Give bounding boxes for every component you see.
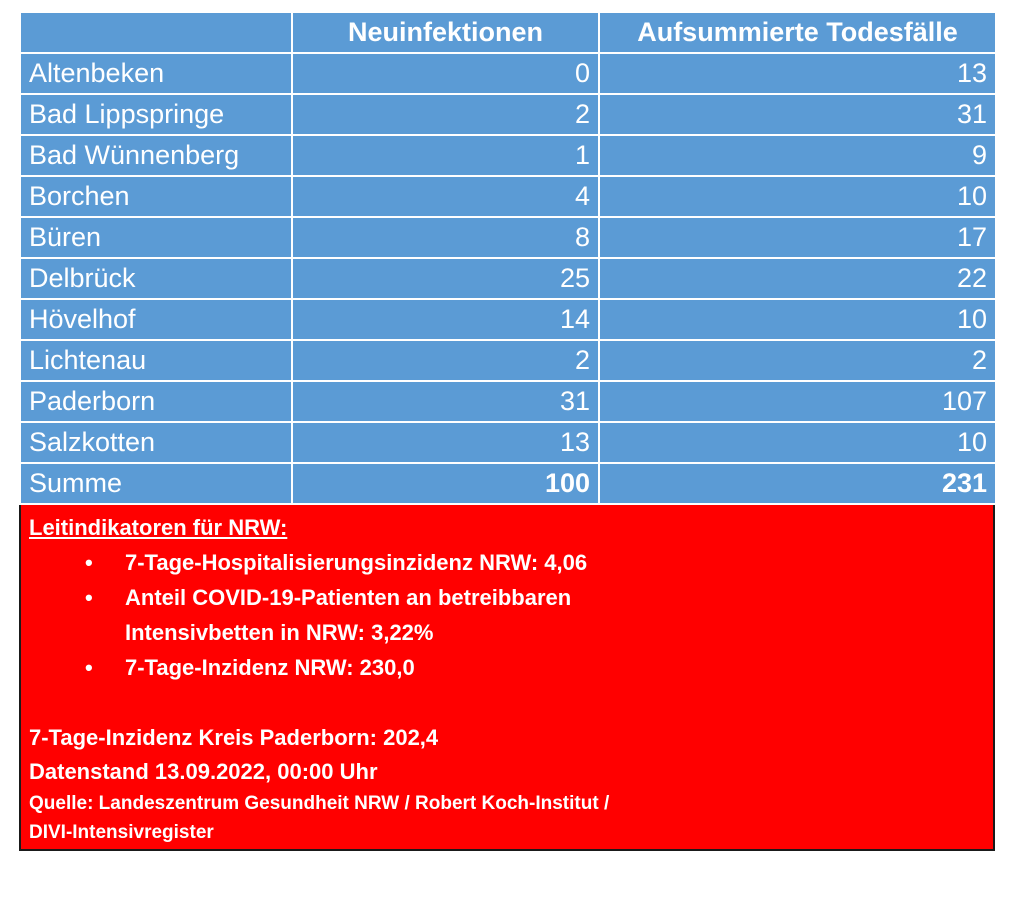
- header-todesfaelle: Aufsummierte Todesfälle: [598, 11, 997, 54]
- table-row: Delbrück 25 22: [19, 257, 997, 300]
- row-name: Büren: [19, 216, 293, 259]
- sum-todesfaelle: 231: [598, 462, 997, 505]
- row-name: Salzkotten: [19, 421, 293, 464]
- infographic: Neuinfektionen Aufsummierte Todesfälle A…: [19, 11, 997, 851]
- table-row: Lichtenau 2 2: [19, 339, 997, 382]
- table-row: Altenbeken 0 13: [19, 52, 997, 95]
- row-neuinfektionen: 25: [291, 257, 600, 300]
- sum-label: Summe: [19, 462, 293, 505]
- table-row: Bad Wünnenberg 1 9: [19, 134, 997, 177]
- row-todesfaelle: 107: [598, 380, 997, 423]
- row-neuinfektionen: 31: [291, 380, 600, 423]
- bullet-icon: •: [85, 655, 93, 680]
- list-item: • 7-Tage-Inzidenz NRW: 230,0: [85, 650, 985, 685]
- kreis-inzidenz: 7-Tage-Inzidenz Kreis Paderborn: 202,4: [29, 725, 439, 750]
- indicator-intensiv-line1: Anteil COVID-19-Patienten an betreibbare…: [125, 585, 572, 610]
- header-row: Neuinfektionen Aufsummierte Todesfälle: [19, 11, 997, 54]
- indicator-inzidenz-nrw: 7-Tage-Inzidenz NRW: 230,0: [125, 655, 415, 680]
- info-box: Leitindikatoren für NRW: • 7-Tage-Hospit…: [19, 505, 995, 851]
- row-name: Delbrück: [19, 257, 293, 300]
- row-todesfaelle: 2: [598, 339, 997, 382]
- row-name: Paderborn: [19, 380, 293, 423]
- info-heading: Leitindikatoren für NRW:: [29, 515, 288, 540]
- row-name: Bad Wünnenberg: [19, 134, 293, 177]
- row-neuinfektionen: 8: [291, 216, 600, 259]
- table-row: Büren 8 17: [19, 216, 997, 259]
- sum-neuinfektionen: 100: [291, 462, 600, 505]
- header-neuinfektionen: Neuinfektionen: [291, 11, 600, 54]
- row-todesfaelle: 17: [598, 216, 997, 259]
- row-todesfaelle: 10: [598, 175, 997, 218]
- indicator-intensiv-line2: Intensivbetten in NRW: 3,22%: [125, 620, 434, 645]
- row-neuinfektionen: 2: [291, 93, 600, 136]
- row-neuinfektionen: 4: [291, 175, 600, 218]
- row-todesfaelle: 13: [598, 52, 997, 95]
- table-row: Hövelhof 14 10: [19, 298, 997, 341]
- stats-table: Neuinfektionen Aufsummierte Todesfälle A…: [19, 11, 997, 505]
- row-todesfaelle: 10: [598, 421, 997, 464]
- table-row: Bad Lippspringe 2 31: [19, 93, 997, 136]
- indicator-list: • 7-Tage-Hospitalisierungsinzidenz NRW: …: [29, 545, 985, 685]
- row-neuinfektionen: 14: [291, 298, 600, 341]
- quelle-line2: DIVI-Intensivregister: [29, 822, 214, 843]
- bullet-icon: •: [85, 550, 93, 575]
- row-name: Borchen: [19, 175, 293, 218]
- list-item: • Anteil COVID-19-Patienten an betreibba…: [85, 580, 985, 650]
- table-row: Borchen 4 10: [19, 175, 997, 218]
- row-name: Bad Lippspringe: [19, 93, 293, 136]
- row-neuinfektionen: 0: [291, 52, 600, 95]
- row-todesfaelle: 10: [598, 298, 997, 341]
- quelle-line1: Quelle: Landeszentrum Gesundheit NRW / R…: [29, 793, 610, 814]
- datenstand: Datenstand 13.09.2022, 00:00 Uhr: [29, 759, 378, 784]
- row-neuinfektionen: 1: [291, 134, 600, 177]
- row-name: Hövelhof: [19, 298, 293, 341]
- list-item: • 7-Tage-Hospitalisierungsinzidenz NRW: …: [85, 545, 985, 580]
- indicator-hospitalisierung: 7-Tage-Hospitalisierungsinzidenz NRW: 4,…: [125, 550, 588, 575]
- table-row: Salzkotten 13 10: [19, 421, 997, 464]
- row-name: Altenbeken: [19, 52, 293, 95]
- row-todesfaelle: 31: [598, 93, 997, 136]
- header-empty: [19, 11, 293, 54]
- row-todesfaelle: 9: [598, 134, 997, 177]
- bullet-icon: •: [85, 585, 93, 610]
- row-name: Lichtenau: [19, 339, 293, 382]
- sum-row: Summe 100 231: [19, 462, 997, 505]
- row-todesfaelle: 22: [598, 257, 997, 300]
- row-neuinfektionen: 13: [291, 421, 600, 464]
- row-neuinfektionen: 2: [291, 339, 600, 382]
- table-row: Paderborn 31 107: [19, 380, 997, 423]
